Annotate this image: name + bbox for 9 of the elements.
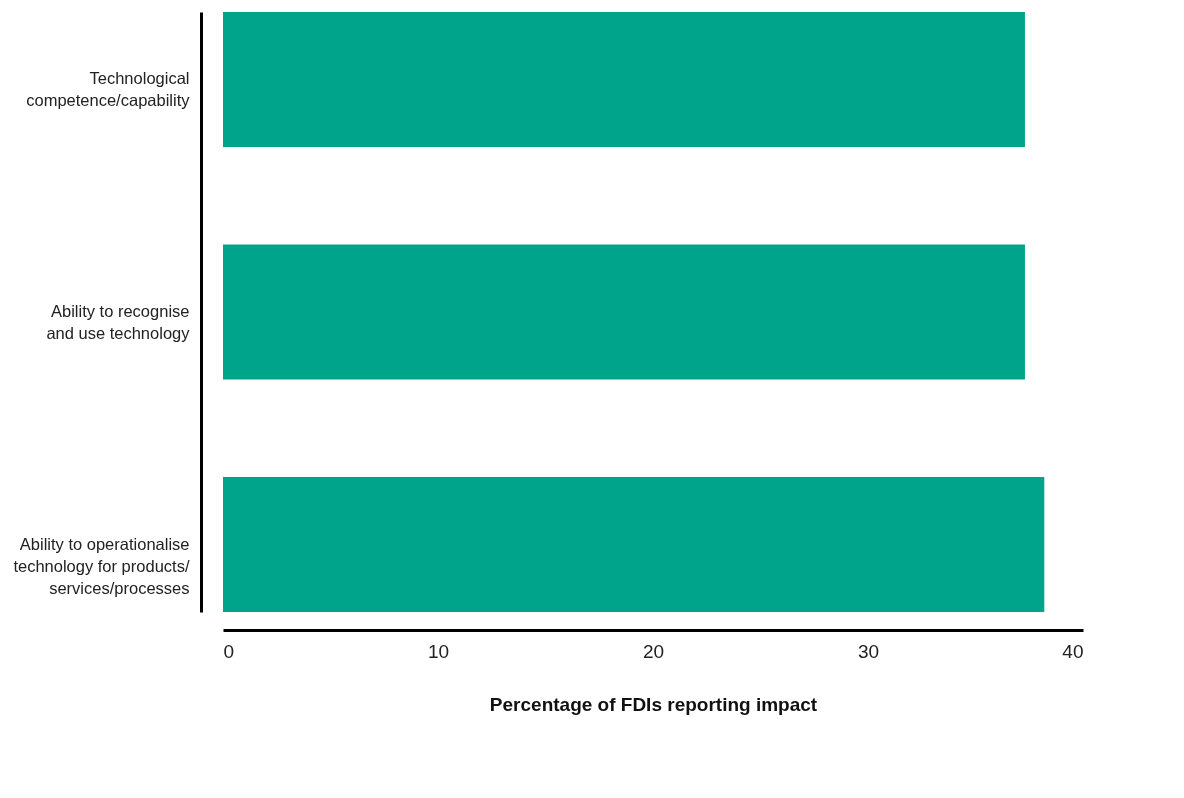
x-tick-label: 40 (1062, 640, 1084, 662)
y-tick-label: Technological competence/capability (26, 69, 191, 110)
x-tick-label: 0 (223, 640, 235, 662)
x-tick-label: 10 (427, 640, 450, 662)
y-tick-label: Ability to recognise and use technology (46, 302, 191, 342)
x-tick-label: 20 (642, 640, 665, 662)
x-tick-label: 30 (857, 640, 880, 662)
y-tick-label: Ability to operationalise technology for products/ services/processes (13, 534, 190, 597)
x-axis-title: Percentage of FDIs reporting impact (489, 693, 818, 715)
